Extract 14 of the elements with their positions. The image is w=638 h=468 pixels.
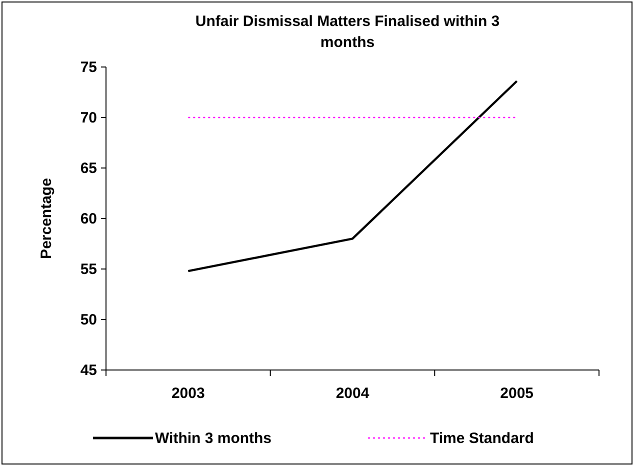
y-tick-label: 45 xyxy=(80,362,97,379)
y-tick-label: 55 xyxy=(80,261,97,278)
y-tick-label: 70 xyxy=(80,110,97,126)
x-tick-label: 2003 xyxy=(171,385,205,402)
y-tick-label: 50 xyxy=(80,312,97,328)
legend-label: Time Standard xyxy=(430,430,534,447)
y-tick-label: 60 xyxy=(80,210,97,228)
y-tick-label: 65 xyxy=(80,160,97,177)
chart-title: Unfair Dismissal Matters Finalised within 3 months xyxy=(195,13,500,51)
x-tick-label: 2004 xyxy=(336,385,370,402)
y-axis-title: Percentage xyxy=(38,178,55,259)
y-tick-label: 75 xyxy=(80,59,97,76)
x-tick-label: 2005 xyxy=(500,385,534,402)
legend-label: Within 3 months xyxy=(155,430,272,447)
